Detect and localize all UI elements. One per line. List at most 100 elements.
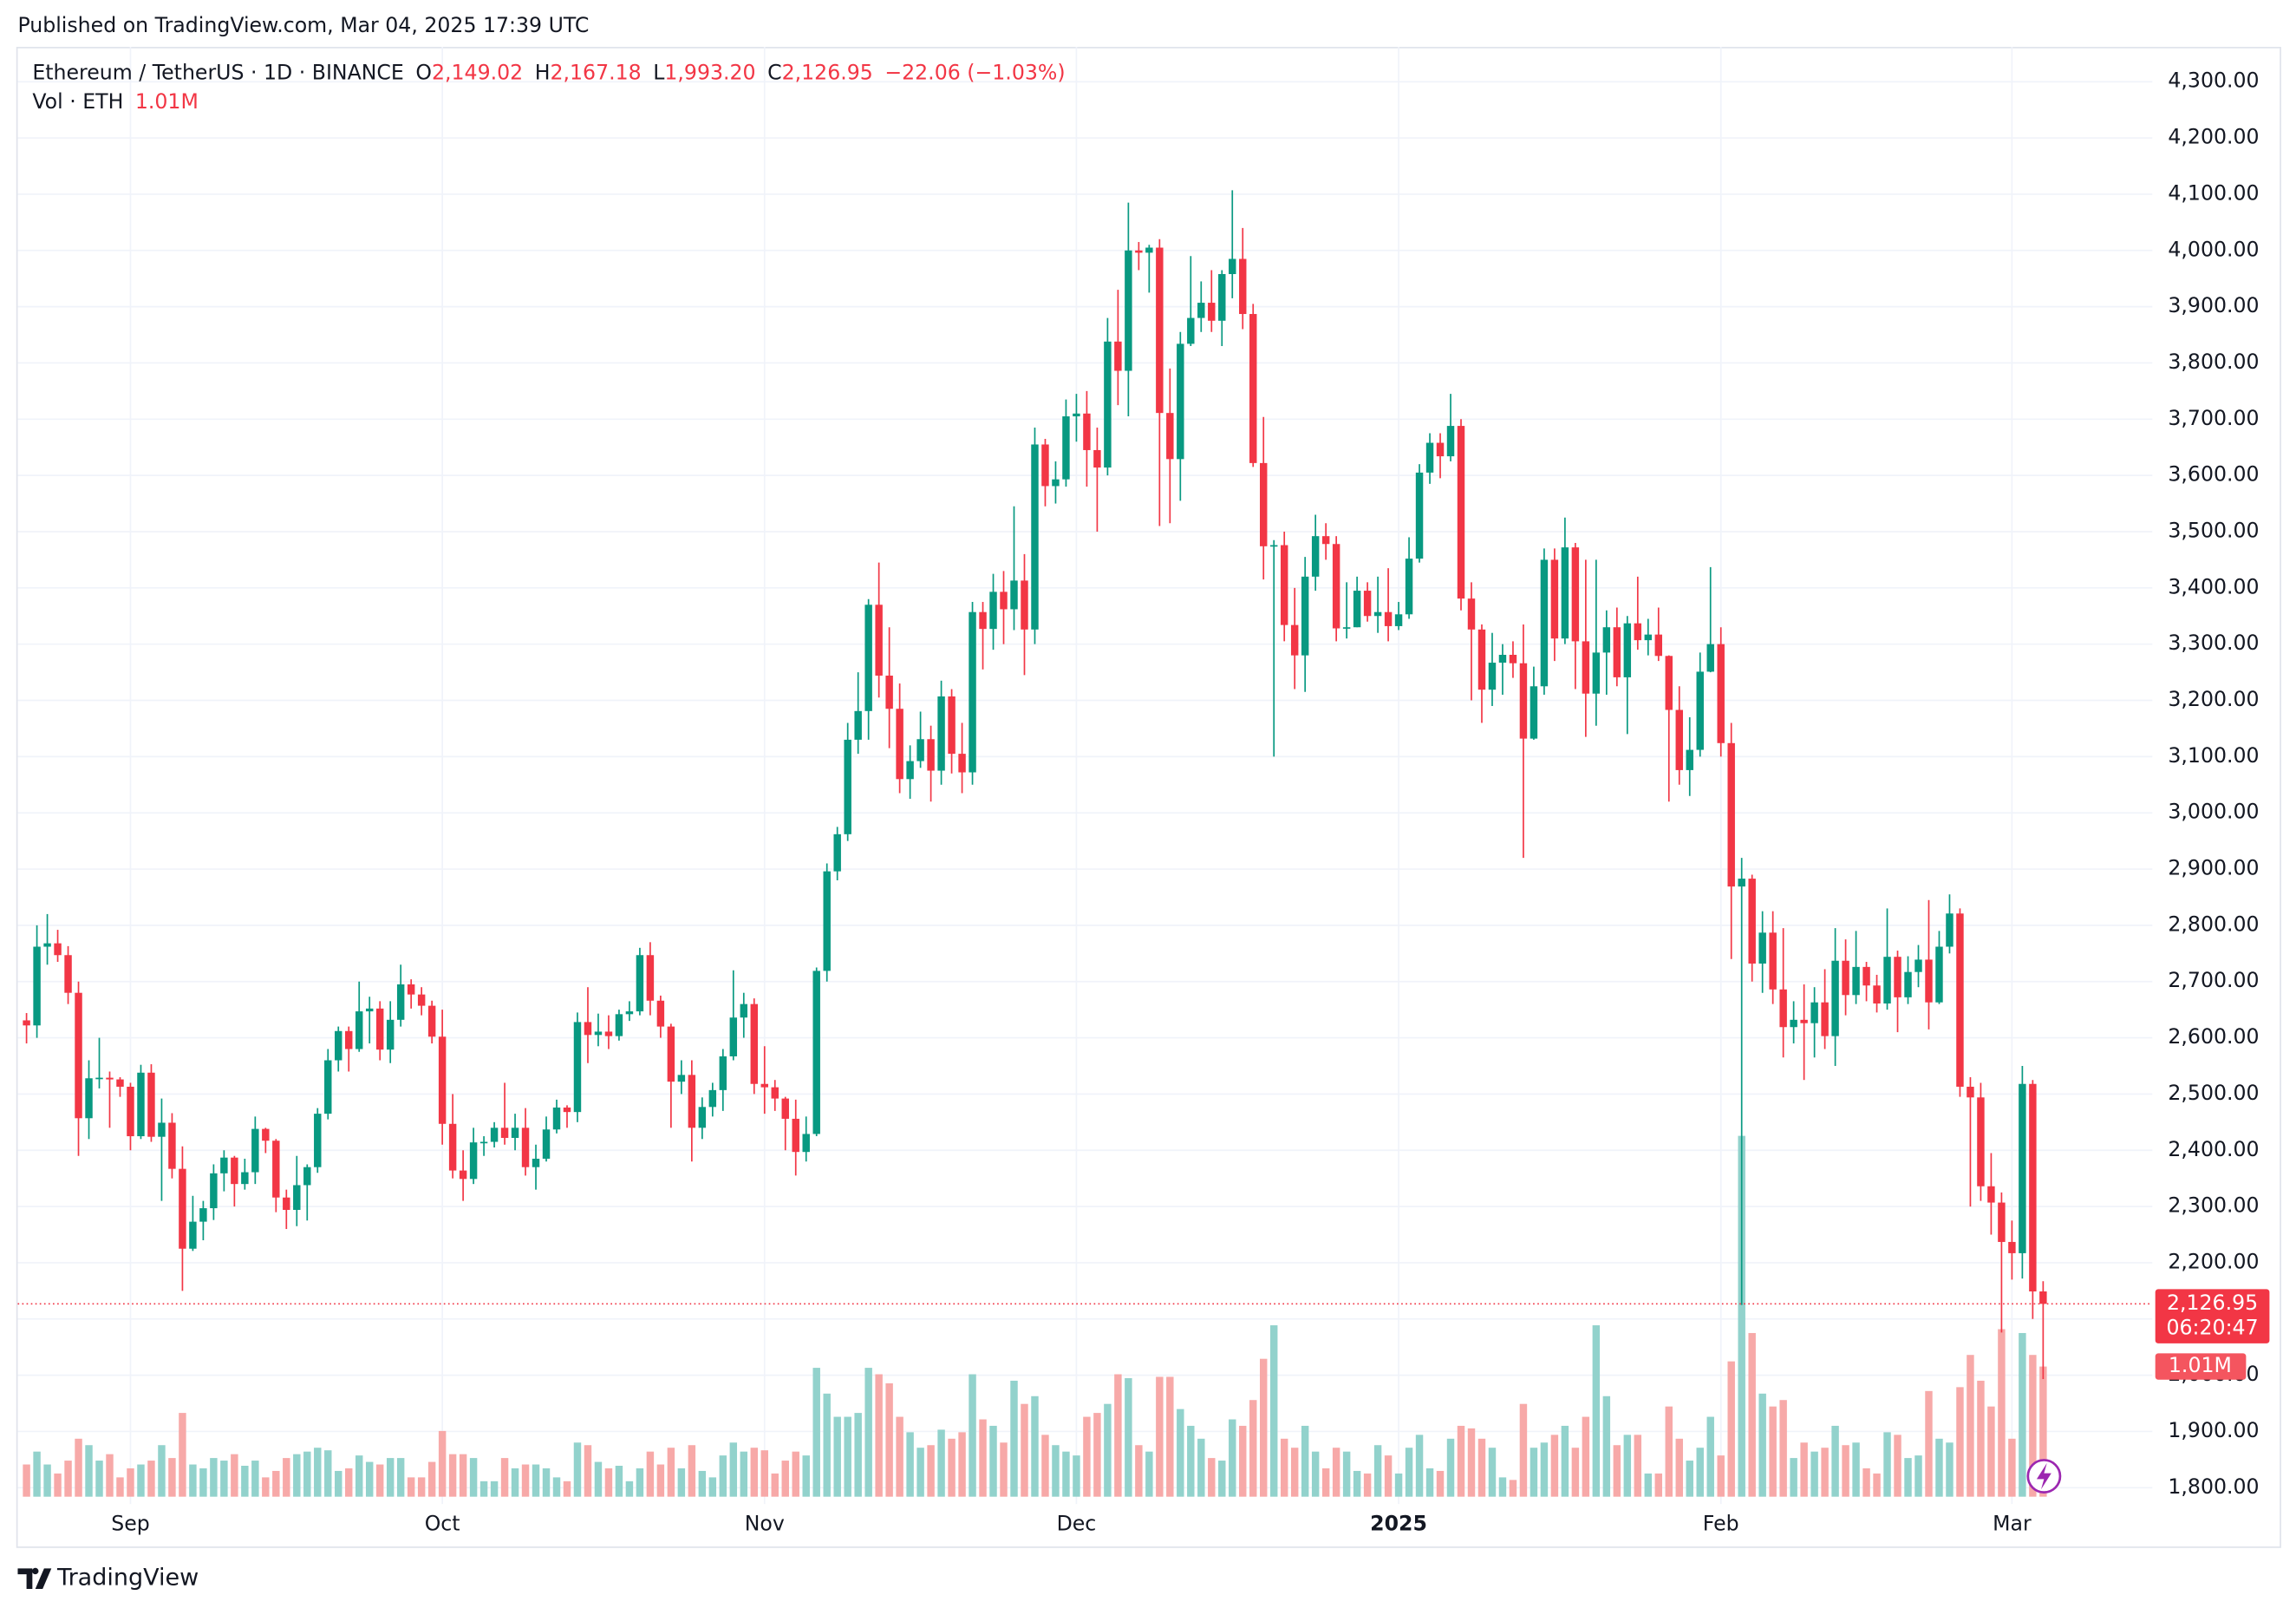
volume-bar bbox=[407, 1477, 415, 1497]
candle-body bbox=[1177, 343, 1184, 460]
volume-bar bbox=[272, 1470, 280, 1497]
candle-body bbox=[563, 1107, 571, 1113]
candle-body bbox=[1311, 536, 1320, 577]
volume-bar bbox=[864, 1368, 872, 1497]
candle-body bbox=[1998, 1202, 2006, 1242]
volume-bar bbox=[1634, 1435, 1642, 1497]
candle-body bbox=[1956, 913, 1964, 1087]
candle-body bbox=[1436, 442, 1445, 457]
volume-bar bbox=[1862, 1467, 1870, 1497]
candle-body bbox=[604, 1031, 613, 1036]
x-tick-label: Nov bbox=[745, 1511, 785, 1535]
candle-body bbox=[158, 1122, 166, 1137]
volume-bar bbox=[1592, 1325, 1601, 1497]
ohlc-value: 1,993.20 bbox=[664, 60, 755, 84]
volume-bar bbox=[1779, 1400, 1787, 1497]
candle-body bbox=[1041, 444, 1049, 487]
candle-body bbox=[1738, 879, 1745, 887]
volume-bar bbox=[584, 1445, 592, 1497]
volume-bar bbox=[1135, 1445, 1143, 1497]
candle-body bbox=[1290, 624, 1299, 656]
volume-bar bbox=[210, 1458, 218, 1497]
candle-body bbox=[906, 761, 914, 780]
candle-body bbox=[147, 1072, 155, 1137]
candle-body bbox=[1218, 273, 1226, 321]
candle-body bbox=[740, 1003, 748, 1018]
volume-bar bbox=[636, 1467, 644, 1497]
volume-bar bbox=[1540, 1442, 1549, 1497]
volume-bar bbox=[833, 1416, 841, 1497]
x-tick-label: Oct bbox=[425, 1511, 460, 1535]
volume-bar bbox=[75, 1438, 82, 1497]
candle-body bbox=[345, 1030, 353, 1049]
candle-body bbox=[802, 1134, 810, 1153]
volume-bar bbox=[448, 1454, 457, 1497]
volume-bar bbox=[1873, 1473, 1881, 1497]
candle-body bbox=[417, 994, 426, 1006]
volume-bar bbox=[1571, 1448, 1580, 1497]
volume-bar bbox=[335, 1470, 342, 1497]
candle-body bbox=[771, 1087, 779, 1099]
volume-layer bbox=[23, 1135, 2047, 1497]
candle-body bbox=[1602, 627, 1611, 653]
candle-body bbox=[1114, 341, 1122, 371]
candle-body bbox=[781, 1098, 789, 1119]
volume-bar bbox=[667, 1448, 675, 1497]
volume-bar bbox=[1446, 1438, 1455, 1497]
logo-mark bbox=[17, 1567, 52, 1590]
candle-body bbox=[833, 833, 841, 872]
candle-body bbox=[958, 754, 966, 773]
y-tick-label: 3,700.00 bbox=[2168, 406, 2259, 430]
candle-body bbox=[427, 1005, 436, 1037]
volume-bar bbox=[1093, 1413, 1101, 1497]
candle-body bbox=[1135, 250, 1143, 253]
x-tick-label: Feb bbox=[1703, 1511, 1739, 1535]
volume-bar bbox=[1935, 1438, 1943, 1497]
alert-icon[interactable] bbox=[2026, 1459, 2062, 1494]
candle-body bbox=[1561, 547, 1569, 639]
candle-body bbox=[448, 1123, 457, 1171]
volume-bar bbox=[1477, 1438, 1486, 1497]
y-tick-label: 2,800.00 bbox=[2168, 912, 2259, 936]
y-tick-label: 2,500.00 bbox=[2168, 1081, 2259, 1105]
volume-bar bbox=[1883, 1432, 1891, 1497]
candle-body bbox=[1394, 614, 1403, 626]
volume-bar bbox=[1405, 1448, 1413, 1497]
candle-body bbox=[490, 1128, 499, 1142]
volume-bar bbox=[1249, 1400, 1257, 1497]
candle-body bbox=[1987, 1186, 1995, 1203]
ohlc-key: O bbox=[415, 60, 432, 84]
volume-bar bbox=[1311, 1451, 1320, 1497]
volume-bar bbox=[927, 1445, 935, 1497]
volume-bar bbox=[1031, 1396, 1039, 1497]
volume-bar bbox=[1229, 1419, 1236, 1497]
candle-body bbox=[552, 1107, 561, 1130]
x-tick-label: Mar bbox=[1993, 1511, 2032, 1535]
candle-body bbox=[1010, 580, 1018, 610]
volume-bar bbox=[844, 1416, 851, 1497]
candle-body bbox=[1363, 591, 1372, 617]
volume-bar bbox=[43, 1464, 51, 1497]
volume-bar bbox=[511, 1467, 519, 1497]
volume-bar bbox=[1177, 1409, 1184, 1497]
candle-body bbox=[231, 1157, 238, 1185]
candle-body bbox=[199, 1208, 207, 1222]
volume-bar bbox=[116, 1477, 124, 1497]
volume-bar bbox=[1519, 1403, 1528, 1497]
candle-body bbox=[532, 1158, 540, 1167]
candle-body bbox=[1249, 314, 1257, 463]
volume-bar bbox=[906, 1432, 914, 1497]
candle-body bbox=[220, 1157, 228, 1173]
volume-bar bbox=[1425, 1467, 1434, 1497]
volume-bar bbox=[220, 1461, 228, 1497]
x-tick-label: Dec bbox=[1057, 1511, 1097, 1535]
candle-body bbox=[573, 1022, 582, 1113]
candle-body bbox=[1696, 671, 1704, 750]
volume-bar bbox=[500, 1458, 509, 1497]
volume-bar bbox=[646, 1451, 655, 1497]
candle-body bbox=[85, 1078, 93, 1119]
volume-legend: Vol · ETH 1.01M bbox=[32, 89, 199, 114]
volume-bar bbox=[375, 1464, 384, 1497]
